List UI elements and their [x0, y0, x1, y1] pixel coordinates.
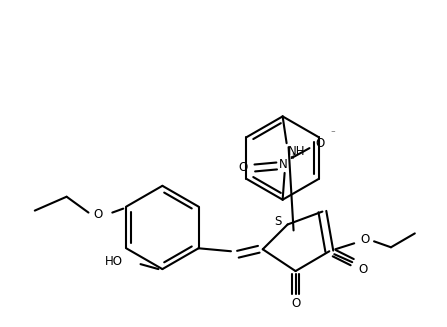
Text: HO: HO: [105, 255, 122, 268]
Text: O: O: [358, 263, 368, 276]
Text: O: O: [238, 162, 248, 175]
Text: ⁻: ⁻: [330, 130, 335, 139]
Text: O: O: [291, 297, 300, 310]
Text: N: N: [279, 159, 288, 171]
Text: O: O: [360, 233, 370, 246]
Text: NH: NH: [288, 145, 305, 158]
Text: S: S: [274, 215, 281, 228]
Text: +: +: [289, 151, 296, 161]
Text: O: O: [316, 137, 325, 150]
Text: O: O: [94, 208, 103, 221]
